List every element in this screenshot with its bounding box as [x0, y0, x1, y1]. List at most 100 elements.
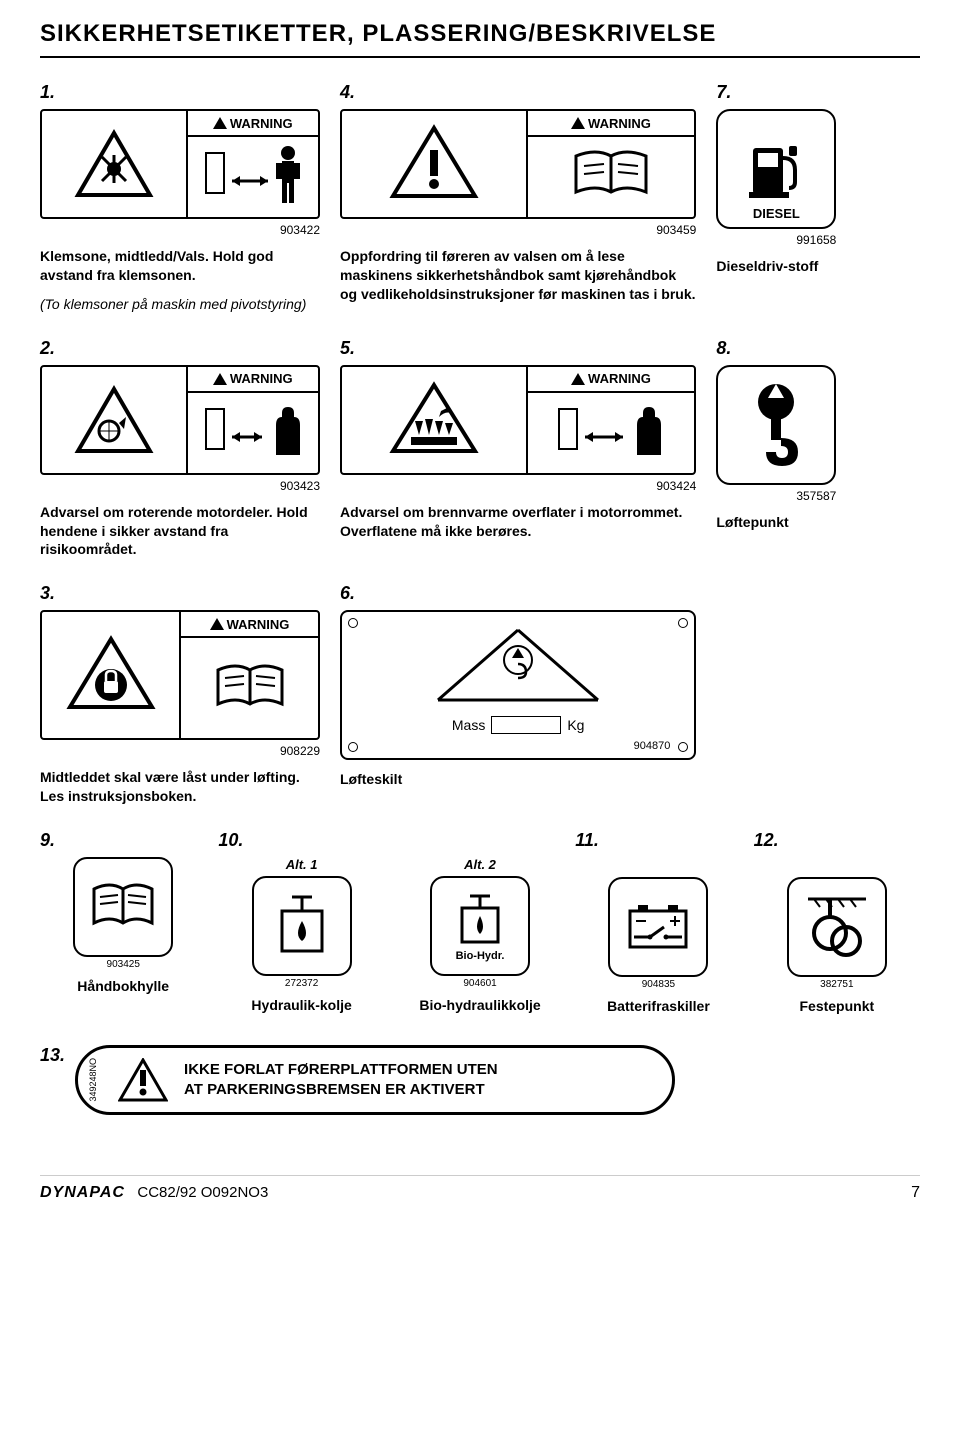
tri-icon	[571, 373, 585, 385]
tri-icon	[213, 117, 227, 129]
label-1: 1. WARNING	[40, 82, 320, 314]
label-5: 5. WARNING	[340, 338, 696, 560]
lifting-diagram-icon	[418, 620, 618, 710]
num-9: 9.	[40, 830, 55, 851]
desc-1: Klemsone, midtledd/Vals. Hold god avstan…	[40, 247, 320, 285]
desc-12: Festepunkt	[799, 998, 874, 1015]
part-8: 357587	[716, 489, 836, 503]
lift-point-box	[716, 365, 836, 485]
warn-label: WARNING	[230, 116, 293, 131]
label-12: 12. 382751 Festepunkt	[754, 830, 920, 1015]
warning-box-3: WARNING	[40, 610, 320, 740]
num-2: 2.	[40, 338, 320, 359]
book-icon	[566, 144, 656, 204]
battery-disconnect-box	[608, 877, 708, 977]
hole-icon	[678, 618, 688, 628]
triangle-rotating-icon	[74, 385, 154, 455]
parking-brake-warning: 349248NO IKKE FORLAT FØRERPLATTFORMEN UT…	[75, 1045, 675, 1115]
battery-switch-icon	[620, 897, 696, 957]
desc-2: Advarsel om roterende motordeler. Hold h…	[40, 503, 320, 560]
warning-text-2: WARNING	[188, 367, 318, 393]
num-5: 5.	[340, 338, 696, 359]
kg-label: Kg	[567, 717, 584, 733]
warning-text-3: WARNING	[181, 612, 318, 638]
label-3: 3. WARNING	[40, 583, 320, 806]
bio-hydraulic-oil-box: Bio-Hydr.	[430, 876, 530, 976]
warning-text-4: WARNING	[528, 111, 695, 137]
manual-shelf-box	[73, 857, 173, 957]
page-number: 7	[911, 1184, 920, 1202]
distance-person-icon	[198, 139, 308, 209]
label-10b: . Alt. 2 Bio-Hydr. 904601 Bio-hydraulikk…	[397, 830, 563, 1014]
label-9: 9. 903425 Håndbokhylle	[40, 830, 206, 995]
side-part-13: 349248NO	[88, 1058, 98, 1102]
brand: DYNAPAC	[40, 1184, 125, 1201]
num-3: 3.	[40, 583, 320, 604]
warning-box-1: WARNING	[40, 109, 320, 219]
tri-icon	[571, 117, 585, 129]
num-10: 10.	[218, 830, 243, 851]
mass-label: Mass	[452, 717, 485, 733]
label-6: 6. Mass Kg 904870 Løfteskilt	[340, 583, 696, 806]
book-icon	[88, 879, 158, 935]
subdesc-1: (To klemsoner på maskin med pivotstyring…	[40, 295, 320, 314]
hole-icon	[348, 618, 358, 628]
num-4: 4.	[340, 82, 696, 103]
part-11: 904835	[642, 979, 675, 990]
desc-10: Hydraulik-kolje	[251, 997, 351, 1014]
hole-icon	[348, 742, 358, 752]
warning-box-5: WARNING	[340, 365, 696, 475]
doc-id: CC82/92 O092NO3	[137, 1184, 268, 1201]
warn-label: WARNING	[588, 371, 651, 386]
part-6: 904870	[634, 740, 671, 752]
row-3: 3. WARNING	[40, 583, 920, 806]
label-10: 10. Alt. 1 272372 Hydraulik-kolje	[218, 830, 384, 1014]
part-1: 903422	[40, 223, 320, 237]
page-title: SIKKERHETSETIKETTER, PLASSERING/BESKRIVE…	[40, 20, 920, 58]
part-3: 908229	[40, 744, 320, 758]
book-icon	[210, 660, 290, 716]
triangle-hot-icon	[389, 381, 479, 459]
tie-down-icon	[802, 889, 872, 965]
triangle-pinch-icon	[74, 129, 154, 199]
warn-label: WARNING	[227, 617, 290, 632]
part-10: 272372	[285, 978, 318, 989]
oil-tank-icon	[450, 890, 510, 948]
num-13: 13.	[40, 1045, 65, 1066]
hook-icon	[736, 380, 816, 470]
fuel-pump-icon	[741, 134, 811, 204]
hole-icon	[678, 742, 688, 752]
desc-4: Oppfordring til føreren av valsen om å l…	[340, 247, 696, 304]
warning-line-1: IKKE FORLAT FØRERPLATTFORMEN UTEN	[184, 1060, 498, 1080]
label-8: 8. 357587 Løftepunkt	[716, 338, 920, 560]
oil-tank-icon	[272, 891, 332, 961]
part-10b: 904601	[463, 978, 496, 989]
part-12: 382751	[820, 979, 853, 990]
row-2: 2. WARNING	[40, 338, 920, 560]
desc-7: Dieseldriv-stoff	[716, 257, 920, 276]
alt2-label: Alt. 2	[464, 857, 496, 872]
oblong-text: IKKE FORLAT FØRERPLATTFORMEN UTEN AT PAR…	[184, 1060, 498, 1099]
distance-hand-icon	[198, 395, 308, 465]
desc-11: Batterifraskiller	[607, 998, 710, 1015]
warning-line-2: AT PARKERINGSBREMSEN ER AKTIVERT	[184, 1080, 498, 1100]
diesel-icon-box: DIESEL	[716, 109, 836, 229]
part-2: 903423	[40, 479, 320, 493]
row-5: 13. 349248NO IKKE FORLAT FØRERPLATTFORME…	[40, 1045, 920, 1115]
label-2: 2. WARNING	[40, 338, 320, 560]
diesel-label: DIESEL	[753, 206, 800, 221]
desc-8: Løftepunkt	[716, 513, 920, 532]
num-6: 6.	[340, 583, 696, 604]
warning-box-4: WARNING	[340, 109, 696, 219]
part-4: 903459	[340, 223, 696, 237]
triangle-excl-icon	[389, 124, 479, 204]
bio-hydr-label: Bio-Hydr.	[456, 950, 505, 962]
desc-10b: Bio-hydraulikkolje	[419, 997, 540, 1014]
warning-box-2: WARNING	[40, 365, 320, 475]
hydraulic-oil-box	[252, 876, 352, 976]
row-1: 1. WARNING	[40, 82, 920, 314]
tie-down-box	[787, 877, 887, 977]
label-11: 11. 904835 Batterifraskiller	[575, 830, 741, 1015]
part-7: 991658	[716, 233, 836, 247]
desc-6: Løfteskilt	[340, 770, 696, 789]
